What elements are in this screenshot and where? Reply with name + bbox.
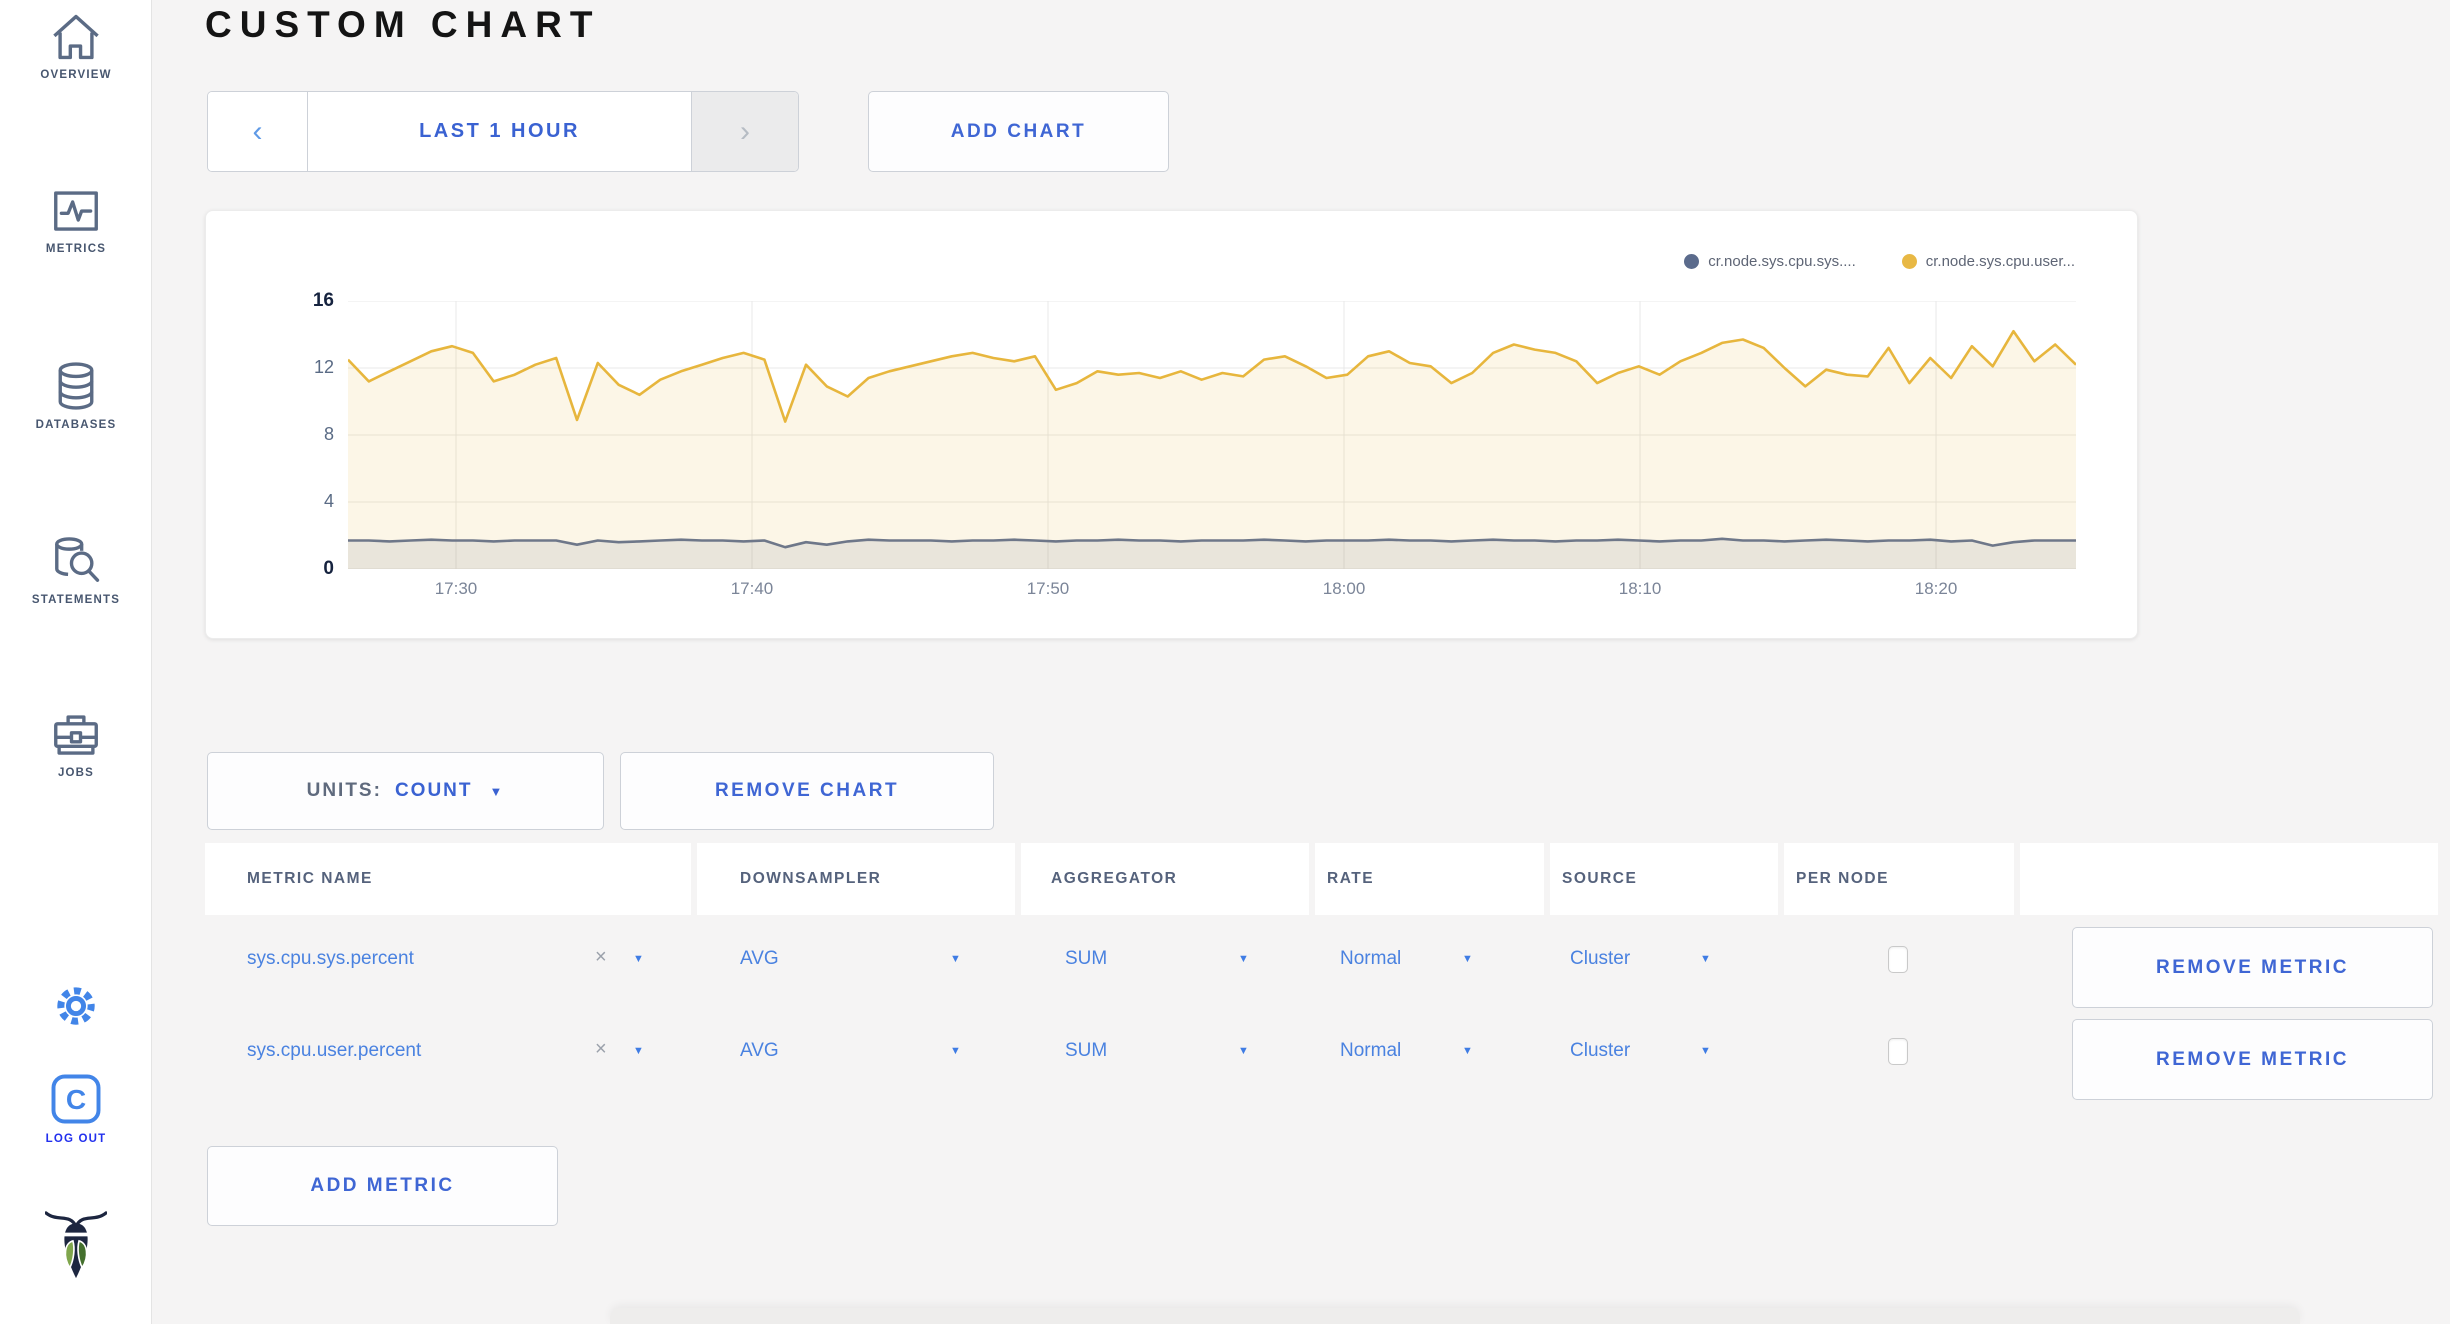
downsampler-dropdown[interactable]: AVG [740,948,779,969]
sidebar-item-label: DATABASES [35,419,117,431]
jobs-icon [0,710,152,760]
legend-label: cr.node.sys.cpu.sys.... [1708,253,1856,270]
sidebar-item-databases[interactable]: DATABASES [0,360,152,431]
gear-icon [0,980,152,1032]
legend-dot-yellow [1901,254,1917,269]
metric-name-dropdown[interactable]: sys.cpu.sys.percent [247,948,414,969]
rate-dropdown[interactable]: Normal [1340,1040,1402,1061]
col-header-source: SOURCE [1550,843,1778,915]
col-header-rate: RATE [1315,843,1544,915]
y-tick-label: 0 [323,558,334,579]
aggregator-dropdown[interactable]: SUM [1065,1040,1108,1061]
aggregator-dropdown[interactable]: SUM [1065,948,1108,969]
x-tick-label: 18:10 [1618,579,1662,598]
y-tick-label: 16 [312,290,334,311]
x-tick-label: 17:30 [434,579,478,598]
metric-name-dropdown[interactable]: sys.cpu.user.percent [247,1040,422,1061]
sidebar-item-label: METRICS [45,243,107,255]
rate-dropdown[interactable]: Normal [1340,948,1402,969]
next-card-top-edge [610,1308,2300,1324]
source-dropdown[interactable]: Cluster [1570,1040,1631,1061]
per-node-checkbox[interactable] [1888,946,1908,973]
x-tick-label: 17:40 [730,579,774,598]
chevron-down-icon[interactable]: ▼ [1700,953,1711,965]
sidebar-item-overview[interactable]: OVERVIEW [0,12,152,81]
col-header-actions [2020,843,2438,915]
chevron-down-icon[interactable]: ▼ [1700,1045,1711,1057]
units-dropdown[interactable]: UNITS: COUNT ▼ [207,752,604,830]
units-label: UNITS: [306,780,382,801]
chevron-down-icon[interactable]: ▼ [633,1045,644,1057]
legend-entry-user[interactable]: cr.node.sys.cpu.user... [1901,253,2075,270]
time-window-control: ‹ LAST 1 HOUR › [207,91,799,172]
legend-dot-gray [1684,254,1700,269]
chevron-down-icon[interactable]: ▼ [633,953,644,965]
y-tick-label: 8 [323,424,334,444]
sidebar-item-metrics[interactable]: METRICS [0,186,152,255]
database-icon [0,360,152,412]
y-tick-label: 4 [323,491,334,511]
chevron-down-icon[interactable]: ▼ [950,953,961,965]
sidebar-item-label: JOBS [57,767,95,779]
x-tick-label: 17:50 [1026,579,1070,598]
chart-plot-area[interactable] [348,301,2076,569]
col-header-downsampler: DOWNSAMPLER [697,843,1015,915]
svg-text:C: C [66,1084,86,1115]
sidebar-item-statements[interactable]: STATEMENTS [0,535,152,606]
sidebar-item-jobs[interactable]: JOBS [0,710,152,779]
sidebar: OVERVIEW METRICS DATABASES [0,0,152,1324]
logout-label: LOG OUT [45,1133,107,1145]
clear-metric-icon[interactable]: × [595,1038,607,1060]
cockroachdb-bug-logo [0,1205,152,1283]
chevron-down-icon[interactable]: ▼ [1238,1045,1249,1057]
remove-chart-button[interactable]: REMOVE CHART [620,752,994,830]
page-title: CUSTOM CHART [205,4,601,45]
add-metric-button[interactable]: ADD METRIC [207,1146,558,1226]
y-tick-label: 12 [313,357,334,377]
per-node-checkbox[interactable] [1888,1038,1908,1065]
x-tick-label: 18:00 [1322,579,1366,598]
settings-button[interactable] [0,980,152,1032]
x-tick-label: 18:20 [1914,579,1958,598]
col-header-aggregator: AGGREGATOR [1021,843,1309,915]
logout-button[interactable]: C LOG OUT [0,1072,152,1145]
statements-icon [0,535,152,587]
time-window-prev-button[interactable]: ‹ [208,92,308,171]
home-icon [0,12,152,62]
legend-entry-sys[interactable]: cr.node.sys.cpu.sys.... [1684,253,1856,270]
metrics-icon [0,186,152,236]
chevron-down-icon[interactable]: ▼ [950,1045,961,1057]
time-window-next-button[interactable]: › [691,92,798,171]
sidebar-item-label: STATEMENTS [31,594,121,606]
sidebar-item-label: OVERVIEW [40,69,112,81]
chart-legend: cr.node.sys.cpu.sys.... cr.node.sys.cpu.… [1684,253,2075,270]
chevron-down-icon: ▼ [489,783,505,799]
remove-metric-button[interactable]: REMOVE METRIC [2072,927,2433,1008]
clear-metric-icon[interactable]: × [595,946,607,968]
chevron-down-icon[interactable]: ▼ [1238,953,1249,965]
chevron-left-icon: ‹ [252,114,263,148]
source-dropdown[interactable]: Cluster [1570,948,1631,969]
chart-card: cr.node.sys.cpu.sys.... cr.node.sys.cpu.… [205,210,2138,639]
chevron-right-icon: › [740,114,750,148]
chevron-down-icon[interactable]: ▼ [1462,953,1473,965]
downsampler-dropdown[interactable]: AVG [740,1040,779,1061]
remove-metric-button[interactable]: REMOVE METRIC [2072,1019,2433,1100]
units-value: COUNT [394,780,473,801]
col-header-per-node: PER NODE [1784,843,2014,915]
chevron-down-icon[interactable]: ▼ [1462,1045,1473,1057]
col-header-metric-name: METRIC NAME [205,843,691,915]
cockroach-c-icon: C [0,1072,152,1126]
add-chart-button[interactable]: ADD CHART [868,91,1169,172]
legend-label: cr.node.sys.cpu.user... [1925,253,2075,270]
time-window-dropdown[interactable]: LAST 1 HOUR [419,120,580,142]
